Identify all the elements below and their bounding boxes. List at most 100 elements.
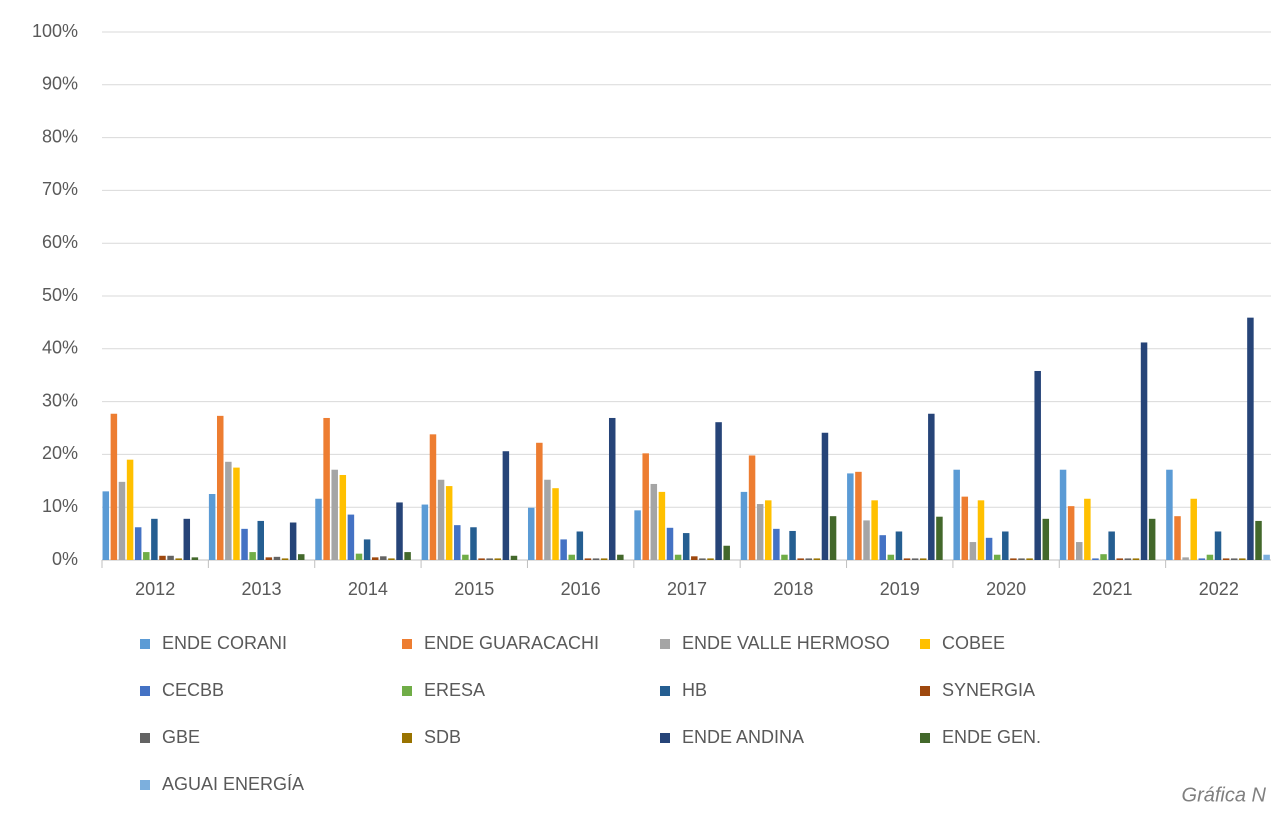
bar [634,510,641,560]
bar [723,545,730,560]
bar [208,494,216,560]
bar [600,558,608,560]
y-tick-label: 20% [42,443,78,463]
bar [608,417,616,560]
legend-label: SYNERGIA [942,680,1035,700]
y-tick-label: 0% [52,549,78,569]
x-tick-label: 2019 [880,579,920,599]
bar [371,557,379,560]
bar [1190,498,1197,560]
bar [1108,531,1115,560]
x-tick-label: 2014 [348,579,388,599]
bar [847,473,854,560]
bar [1010,558,1017,560]
bar [568,554,575,560]
x-tick-label: 2020 [986,579,1026,599]
y-tick-label: 10% [42,496,78,516]
bar [1174,516,1181,560]
legend-swatch [402,733,412,743]
bar [682,533,690,560]
bar [821,432,829,560]
bar [584,558,592,560]
legend-swatch [140,686,150,696]
bar [805,558,813,560]
bar [863,520,870,560]
x-tick-label: 2013 [242,579,282,599]
bar [961,496,969,560]
bar [666,527,674,560]
bar [1076,542,1083,560]
legend-label: GBE [162,727,200,747]
bar [773,528,780,560]
bar [1124,558,1132,560]
bar [642,453,649,560]
bar [928,413,935,560]
legend-label: ENDE VALLE HERMOSO [682,633,890,653]
bar [707,558,714,560]
bar [175,558,182,560]
bar [388,558,395,560]
bar [110,413,118,560]
bar [216,415,224,560]
bar [560,539,567,560]
bar [1018,558,1025,560]
bar [903,558,911,560]
bar [454,525,461,560]
bar [977,500,985,560]
legend-label: CECBB [162,680,224,700]
legend-swatch [402,686,412,696]
bar [355,553,363,560]
bar [1255,520,1262,560]
bar [167,555,174,560]
legend-swatch [660,733,670,743]
bar [592,558,600,560]
bar [273,556,281,560]
legend-label: SDB [424,727,461,747]
bar [118,481,126,560]
bar [748,455,756,560]
bar [1214,531,1222,560]
bar [879,535,886,560]
x-tick-label: 2016 [561,579,601,599]
bar [765,500,772,560]
y-tick-label: 30% [42,390,78,410]
bar [143,552,150,560]
bar [281,558,289,560]
y-tick-label: 60% [42,232,78,252]
bar [993,554,1001,560]
bar [1140,342,1148,560]
bar [486,558,493,560]
bar [871,500,878,560]
bar [102,491,110,560]
x-tick-label: 2015 [454,579,494,599]
legend-label: ENDE GEN. [942,727,1041,747]
legend-label: COBEE [942,633,1005,653]
bar [1084,498,1091,560]
legend-swatch [140,780,150,790]
bar [797,558,804,560]
bar [536,442,543,560]
bar [1116,558,1124,560]
legend-label: HB [682,680,707,700]
legend-swatch [920,733,930,743]
bar [1247,317,1254,560]
x-tick-label: 2018 [773,579,813,599]
bar [289,522,297,560]
bar [715,422,722,560]
bar [911,558,919,560]
bar [1222,558,1230,560]
bar [781,554,788,560]
bar [1132,558,1140,560]
bar [1198,558,1206,560]
bar [919,558,927,560]
bar [1026,558,1033,560]
bar [297,554,305,560]
bar [183,518,191,560]
bar [404,552,411,560]
bar [855,471,862,560]
bar [1166,469,1173,560]
legend-swatch [660,686,670,696]
legend-swatch [660,639,670,649]
legend-label: AGUAI ENERGÍA [162,774,304,794]
